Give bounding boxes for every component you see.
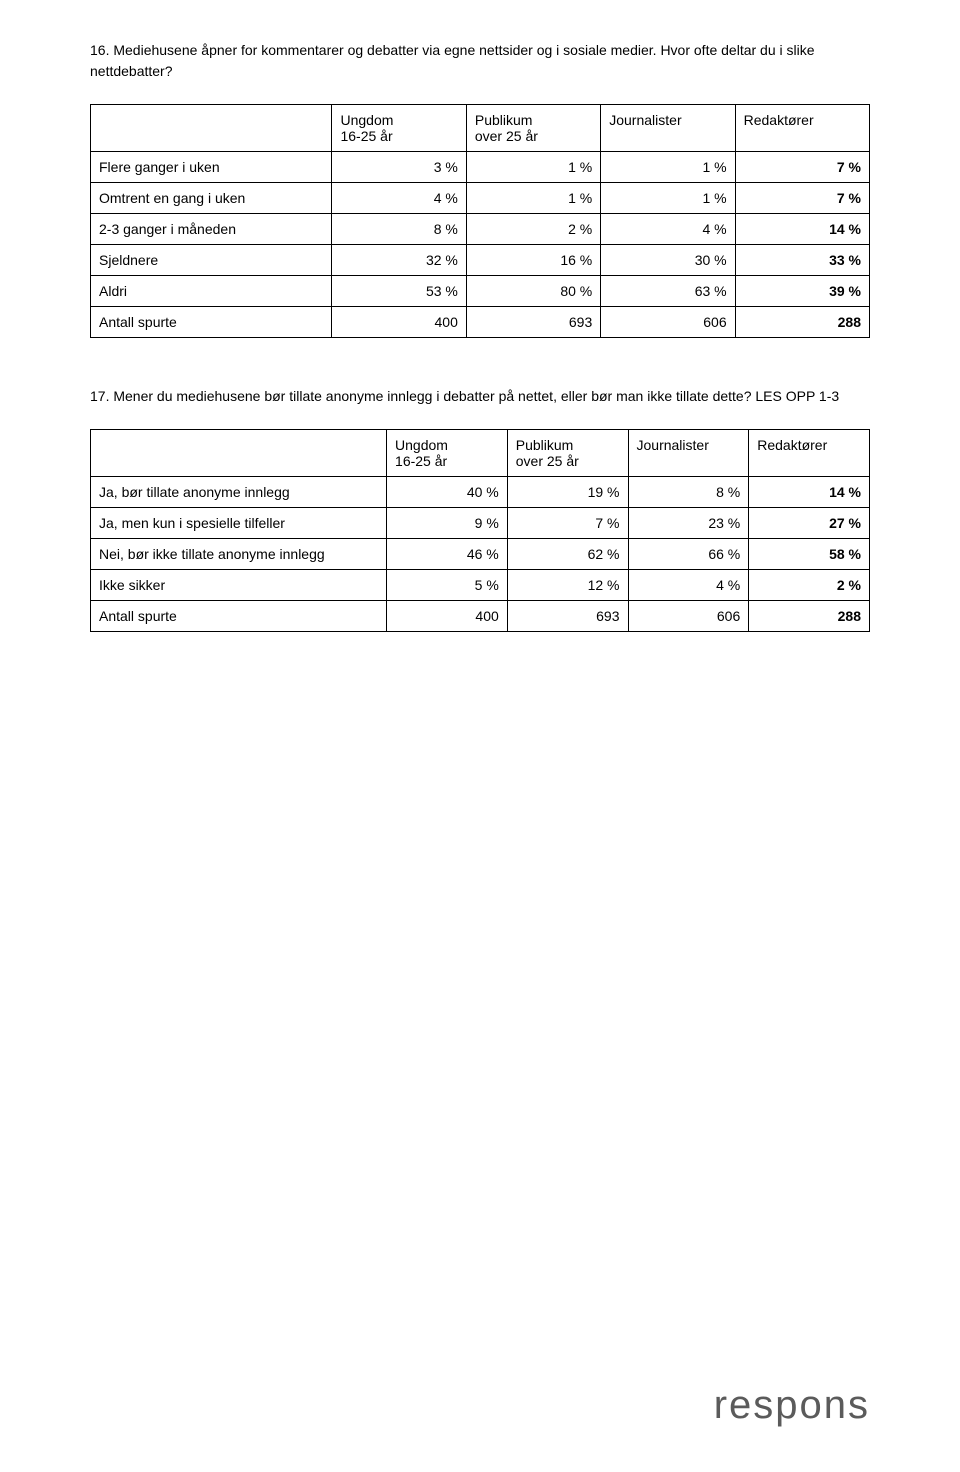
- cell: 4 %: [332, 183, 466, 214]
- cell: 14 %: [749, 477, 870, 508]
- cell: 30 %: [601, 245, 735, 276]
- cell: 2 %: [749, 570, 870, 601]
- cell: 606: [601, 307, 735, 338]
- header-col: Redaktører: [735, 105, 869, 152]
- table-row: 2-3 ganger i måneden 8 % 2 % 4 % 14 %: [91, 214, 870, 245]
- header-line: 16-25 år: [395, 453, 447, 469]
- cell: 19 %: [507, 477, 628, 508]
- q17-text: 17. Mener du mediehusene bør tillate ano…: [90, 386, 870, 407]
- header-line: over 25 år: [475, 128, 538, 144]
- cell: 66 %: [628, 539, 749, 570]
- header-col: Publikum over 25 år: [466, 105, 600, 152]
- cell: 2 %: [466, 214, 600, 245]
- table-row: Ja, bør tillate anonyme innlegg 40 % 19 …: [91, 477, 870, 508]
- cell: 63 %: [601, 276, 735, 307]
- cell: 12 %: [507, 570, 628, 601]
- header-col: Redaktører: [749, 430, 870, 477]
- cell: 1 %: [466, 183, 600, 214]
- cell: 3 %: [332, 152, 466, 183]
- header-line: Publikum: [475, 112, 533, 128]
- table-row: Antall spurte 400 693 606 288: [91, 601, 870, 632]
- header-line: Ungdom: [340, 112, 393, 128]
- header-empty: [91, 105, 332, 152]
- table-row: Antall spurte 400 693 606 288: [91, 307, 870, 338]
- cell: 16 %: [466, 245, 600, 276]
- cell: 7 %: [735, 183, 869, 214]
- table-header-row: Ungdom 16-25 år Publikum over 25 år Jour…: [91, 105, 870, 152]
- table-row: Sjeldnere 32 % 16 % 30 % 33 %: [91, 245, 870, 276]
- cell: 4 %: [601, 214, 735, 245]
- cell: 693: [466, 307, 600, 338]
- cell: 14 %: [735, 214, 869, 245]
- row-label: Nei, bør ikke tillate anonyme innlegg: [91, 539, 387, 570]
- cell: 400: [387, 601, 508, 632]
- cell: 1 %: [601, 183, 735, 214]
- cell: 9 %: [387, 508, 508, 539]
- cell: 693: [507, 601, 628, 632]
- header-col: Publikum over 25 år: [507, 430, 628, 477]
- cell: 33 %: [735, 245, 869, 276]
- cell: 7 %: [507, 508, 628, 539]
- cell: 40 %: [387, 477, 508, 508]
- table-header-row: Ungdom 16-25 år Publikum over 25 år Jour…: [91, 430, 870, 477]
- row-label: Antall spurte: [91, 601, 387, 632]
- header-line: Publikum: [516, 437, 574, 453]
- q16-text: 16. Mediehusene åpner for kommentarer og…: [90, 40, 870, 82]
- footer-logo: respons: [714, 1383, 870, 1428]
- header-line: 16-25 år: [340, 128, 392, 144]
- header-col: Journalister: [628, 430, 749, 477]
- cell: 53 %: [332, 276, 466, 307]
- q17-table: Ungdom 16-25 år Publikum over 25 år Jour…: [90, 429, 870, 632]
- table-row: Ikke sikker 5 % 12 % 4 % 2 %: [91, 570, 870, 601]
- header-line: over 25 år: [516, 453, 579, 469]
- row-label: Ja, bør tillate anonyme innlegg: [91, 477, 387, 508]
- table-row: Flere ganger i uken 3 % 1 % 1 % 7 %: [91, 152, 870, 183]
- header-col: Ungdom 16-25 år: [387, 430, 508, 477]
- row-label: Flere ganger i uken: [91, 152, 332, 183]
- cell: 80 %: [466, 276, 600, 307]
- cell: 288: [735, 307, 869, 338]
- header-col: Ungdom 16-25 år: [332, 105, 466, 152]
- cell: 46 %: [387, 539, 508, 570]
- header-line: Ungdom: [395, 437, 448, 453]
- row-label: Omtrent en gang i uken: [91, 183, 332, 214]
- cell: 8 %: [332, 214, 466, 245]
- table-row: Aldri 53 % 80 % 63 % 39 %: [91, 276, 870, 307]
- row-label: Ikke sikker: [91, 570, 387, 601]
- page: 16. Mediehusene åpner for kommentarer og…: [0, 0, 960, 1472]
- row-label: 2-3 ganger i måneden: [91, 214, 332, 245]
- cell: 32 %: [332, 245, 466, 276]
- header-col: Journalister: [601, 105, 735, 152]
- cell: 1 %: [601, 152, 735, 183]
- cell: 5 %: [387, 570, 508, 601]
- cell: 7 %: [735, 152, 869, 183]
- cell: 27 %: [749, 508, 870, 539]
- row-label: Sjeldnere: [91, 245, 332, 276]
- cell: 1 %: [466, 152, 600, 183]
- cell: 288: [749, 601, 870, 632]
- cell: 4 %: [628, 570, 749, 601]
- table-row: Nei, bør ikke tillate anonyme innlegg 46…: [91, 539, 870, 570]
- cell: 606: [628, 601, 749, 632]
- cell: 23 %: [628, 508, 749, 539]
- cell: 58 %: [749, 539, 870, 570]
- row-label: Antall spurte: [91, 307, 332, 338]
- q16-table: Ungdom 16-25 år Publikum over 25 år Jour…: [90, 104, 870, 338]
- row-label: Ja, men kun i spesielle tilfeller: [91, 508, 387, 539]
- row-label: Aldri: [91, 276, 332, 307]
- cell: 39 %: [735, 276, 869, 307]
- table-row: Ja, men kun i spesielle tilfeller 9 % 7 …: [91, 508, 870, 539]
- header-empty: [91, 430, 387, 477]
- cell: 8 %: [628, 477, 749, 508]
- cell: 400: [332, 307, 466, 338]
- table-row: Omtrent en gang i uken 4 % 1 % 1 % 7 %: [91, 183, 870, 214]
- cell: 62 %: [507, 539, 628, 570]
